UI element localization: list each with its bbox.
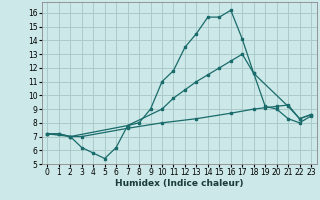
X-axis label: Humidex (Indice chaleur): Humidex (Indice chaleur) (115, 179, 244, 188)
